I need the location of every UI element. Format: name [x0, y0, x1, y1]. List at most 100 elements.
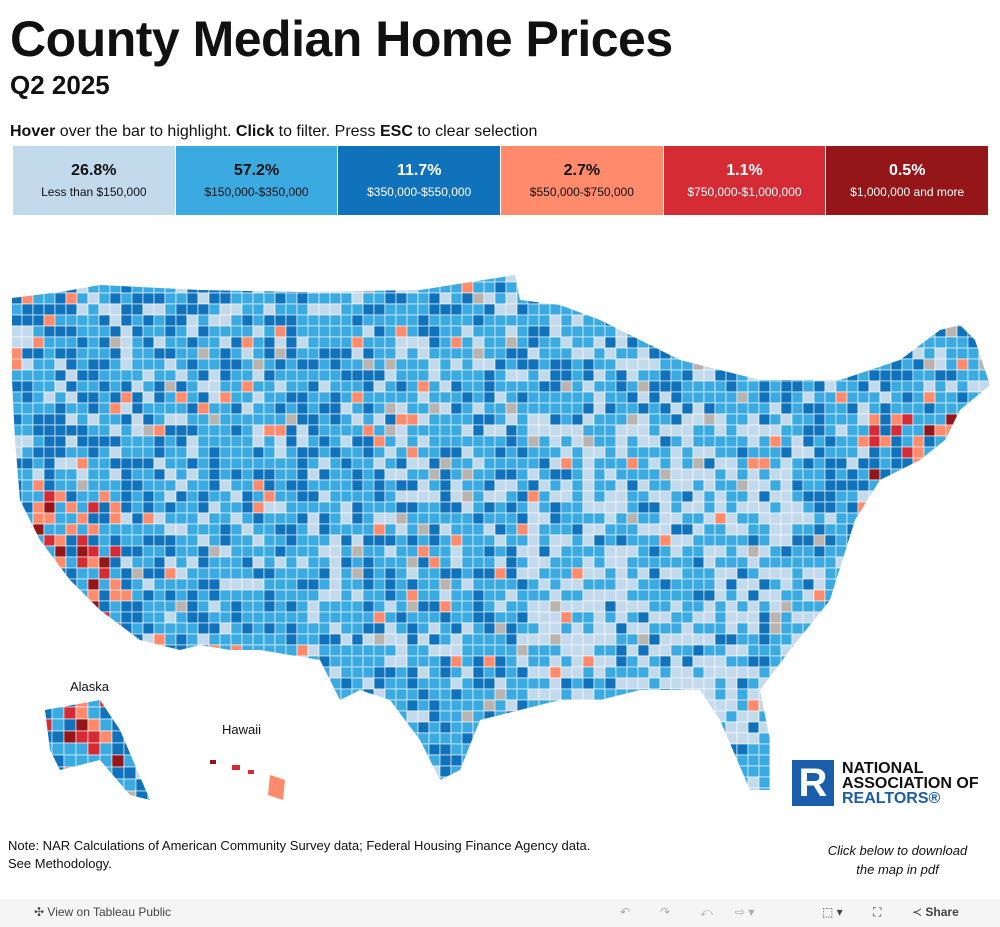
county[interactable]	[87, 778, 101, 792]
county[interactable]	[560, 677, 573, 690]
county[interactable]	[769, 600, 782, 613]
county[interactable]	[87, 413, 100, 426]
county[interactable]	[274, 688, 287, 701]
county[interactable]	[0, 590, 11, 601]
county[interactable]	[472, 391, 485, 404]
county[interactable]	[76, 402, 89, 415]
county[interactable]	[758, 369, 771, 382]
county[interactable]	[901, 347, 914, 360]
county[interactable]	[857, 721, 870, 734]
county[interactable]	[109, 622, 122, 635]
county[interactable]	[956, 556, 969, 569]
county[interactable]	[428, 600, 441, 613]
county[interactable]	[857, 446, 870, 459]
county[interactable]	[109, 512, 122, 525]
county[interactable]	[11, 567, 23, 580]
county[interactable]	[136, 803, 148, 815]
county[interactable]	[681, 677, 694, 690]
county[interactable]	[219, 358, 232, 371]
county[interactable]	[484, 260, 495, 271]
county[interactable]	[571, 666, 584, 679]
county[interactable]	[197, 314, 210, 327]
county[interactable]	[571, 292, 584, 305]
county[interactable]	[934, 567, 947, 580]
county[interactable]	[538, 424, 551, 437]
county[interactable]	[197, 765, 210, 778]
county[interactable]	[123, 790, 137, 803]
county[interactable]	[153, 292, 166, 305]
county[interactable]	[274, 732, 287, 745]
county[interactable]	[263, 534, 276, 547]
county[interactable]	[373, 688, 386, 701]
county[interactable]	[0, 579, 11, 590]
county[interactable]	[912, 402, 925, 415]
county[interactable]	[230, 380, 243, 393]
county[interactable]	[340, 490, 353, 503]
county[interactable]	[363, 260, 374, 271]
county[interactable]	[934, 358, 947, 371]
county[interactable]	[593, 391, 606, 404]
county[interactable]	[362, 413, 375, 426]
county[interactable]	[40, 766, 53, 780]
county[interactable]	[439, 743, 452, 756]
county[interactable]	[175, 556, 188, 569]
county[interactable]	[978, 699, 990, 712]
county[interactable]	[43, 325, 56, 338]
county[interactable]	[76, 435, 89, 448]
county[interactable]	[98, 600, 111, 613]
county[interactable]	[65, 303, 78, 316]
county[interactable]	[736, 688, 749, 701]
county[interactable]	[549, 347, 562, 360]
county[interactable]	[329, 600, 342, 613]
county[interactable]	[978, 611, 990, 624]
county[interactable]	[582, 776, 595, 789]
county[interactable]	[648, 435, 661, 448]
county[interactable]	[286, 799, 297, 810]
county[interactable]	[296, 545, 309, 558]
county[interactable]	[43, 336, 56, 349]
county[interactable]	[692, 743, 705, 756]
county[interactable]	[274, 479, 287, 492]
county[interactable]	[582, 325, 595, 338]
county[interactable]	[736, 358, 749, 371]
county[interactable]	[934, 644, 947, 657]
county[interactable]	[230, 446, 243, 459]
county[interactable]	[505, 545, 518, 558]
county[interactable]	[109, 402, 122, 415]
county[interactable]	[978, 545, 990, 558]
county[interactable]	[329, 413, 342, 426]
county[interactable]	[11, 512, 23, 525]
county[interactable]	[329, 292, 342, 305]
county[interactable]	[65, 281, 78, 294]
county[interactable]	[692, 413, 705, 426]
county[interactable]	[87, 790, 101, 803]
county[interactable]	[956, 600, 969, 613]
county[interactable]	[0, 700, 11, 711]
county[interactable]	[813, 655, 826, 668]
county[interactable]	[681, 688, 694, 701]
county[interactable]	[945, 600, 958, 613]
county[interactable]	[373, 402, 386, 415]
county[interactable]	[362, 688, 375, 701]
county[interactable]	[725, 314, 738, 327]
county[interactable]	[923, 600, 936, 613]
county[interactable]	[329, 578, 342, 591]
county[interactable]	[989, 468, 1000, 481]
county[interactable]	[351, 347, 364, 360]
county[interactable]	[219, 413, 232, 426]
county[interactable]	[494, 633, 507, 646]
county[interactable]	[175, 380, 188, 393]
county[interactable]	[11, 765, 23, 778]
county[interactable]	[549, 710, 562, 723]
county[interactable]	[76, 578, 89, 591]
county[interactable]	[780, 611, 793, 624]
county[interactable]	[100, 803, 112, 815]
county[interactable]	[44, 260, 55, 271]
county[interactable]	[703, 490, 716, 503]
county[interactable]	[384, 655, 397, 668]
county[interactable]	[384, 534, 397, 547]
county[interactable]	[21, 358, 34, 371]
county[interactable]	[230, 303, 243, 316]
county[interactable]	[98, 369, 111, 382]
county[interactable]	[286, 260, 297, 271]
